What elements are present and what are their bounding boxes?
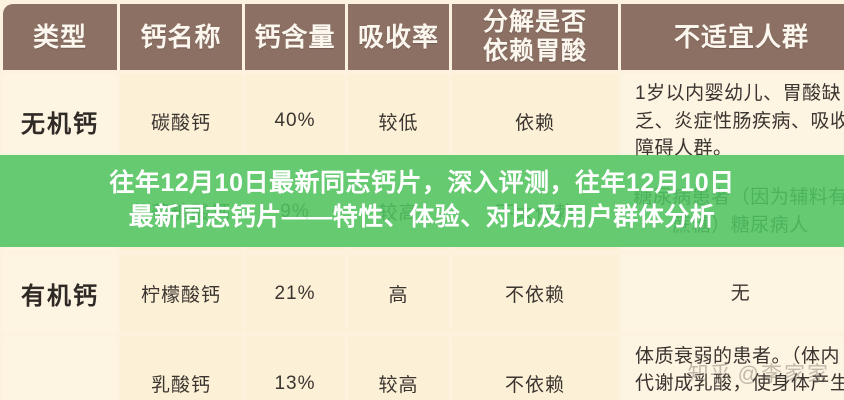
cell-acid: 不依赖 [452,254,618,333]
cell-type: 无机钙 [3,74,117,169]
column-header-amount: 钙含量 [245,4,345,70]
column-header-unsuitable-groups: 不适宜人群 [621,4,844,70]
cell-acid: 不依赖 [452,336,618,400]
table-row: 有机钙 柠檬酸钙 21% 高 不依赖 无 [3,254,844,333]
table-row: 乳酸钙 13% 较高 不依赖 体质衰弱的患者。（体内代谢成乳酸，使身体产生疲劳感… [3,336,844,400]
column-header-gastric-acid-dependency: 分解是否 依赖胃酸 [452,4,618,70]
cell-absorption: 高 [348,254,449,333]
column-header-gastric-acid-line2: 依赖胃酸 [482,37,587,65]
cell-unsuitable: 无 [621,254,844,333]
column-header-gastric-acid-line1: 分解是否 [482,8,587,37]
cell-acid: 依赖 [452,74,618,169]
column-header-name: 钙名称 [120,4,242,70]
column-header-type: 类型 [3,4,117,70]
cell-amount: 13% [245,336,345,400]
cell-type [3,336,117,400]
cell-unsuitable: 体质衰弱的患者。（体内代谢成乳酸，使身体产生疲劳感） [621,336,844,400]
article-title-line1: 往年12月10日最新同志钙片，深入评测，往年12月10日 [109,169,735,198]
cell-type: 有机钙 [3,254,117,333]
article-title-banner: 往年12月10日最新同志钙片，深入评测，往年12月10日 最新同志钙片——特性、… [0,155,844,247]
cell-name: 乳酸钙 [120,336,242,400]
cell-amount: 40% [245,74,345,169]
table-row: 无机钙 碳酸钙 40% 较低 依赖 1岁以内婴幼儿、胃酸缺乏、炎症性肠疾病、吸收… [3,74,844,169]
cell-amount: 21% [245,254,345,333]
cell-absorption: 较高 [348,336,449,400]
article-title-line2: 最新同志钙片——特性、体验、对比及用户群体分析 [128,203,716,231]
table-header: 类型 钙名称 钙含量 吸收率 分解是否 依赖胃酸 不适宜人群 [3,4,844,70]
cell-name: 柠檬酸钙 [120,254,242,333]
cell-unsuitable: 1岁以内婴幼儿、胃酸缺乏、炎症性肠疾病、吸收障碍人群。 [621,74,844,169]
cell-absorption: 较低 [348,74,449,169]
cell-name: 碳酸钙 [120,74,242,169]
column-header-absorption-rate: 吸收率 [348,4,449,70]
table-header-row: 类型 钙名称 钙含量 吸收率 分解是否 依赖胃酸 不适宜人群 [3,4,844,70]
